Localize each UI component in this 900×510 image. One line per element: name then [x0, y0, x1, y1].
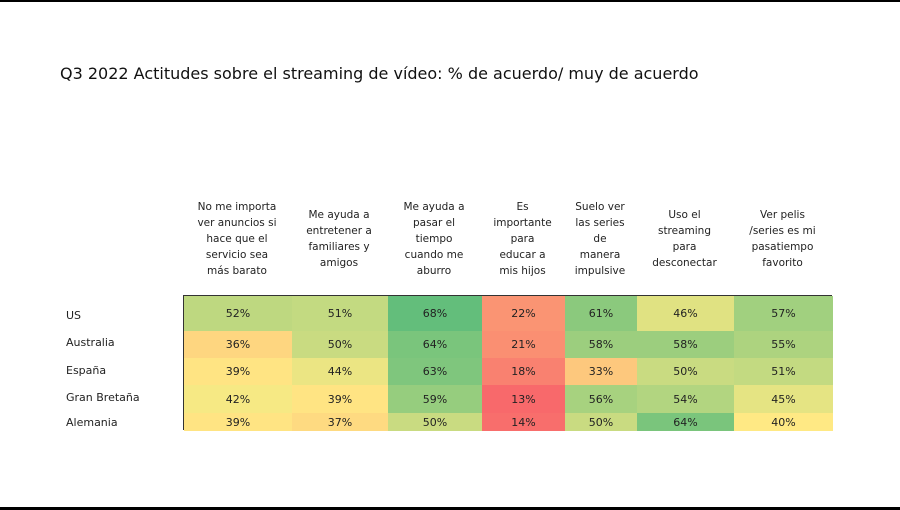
heatmap-cell: 46% [637, 296, 734, 331]
row-label: Australia [66, 336, 115, 349]
heatmap-cell: 56% [565, 385, 637, 413]
column-header: Uso el streaming para desconectar [636, 196, 733, 282]
column-header-line: Me ayuda a [403, 201, 465, 213]
column-header-line: Suelo ver [575, 201, 625, 213]
column-header-line: para [510, 233, 535, 245]
heatmap-grid: 52% 51% 68% 22% 61% 46% 57% 36% 50% 64% 21% 58% 58% 5… [183, 295, 833, 431]
column-header-line: No me importa [197, 201, 277, 213]
column-header-line: Ver pelis [760, 209, 805, 221]
heatmap-cell: 39% [184, 358, 292, 385]
row-label: Gran Bretaña [66, 391, 140, 404]
column-header-line: ver anuncios si [197, 217, 277, 229]
top-border [0, 0, 900, 2]
chart-title: Q3 2022 Actitudes sobre el streaming de … [60, 64, 699, 83]
heatmap-cell: 59% [388, 385, 482, 413]
column-header-line: Uso el [668, 209, 701, 221]
heatmap-cell: 52% [184, 296, 292, 331]
column-header-line: las series [575, 217, 625, 229]
column-header-line: tiempo [415, 233, 453, 245]
column-header-line: aburro [416, 265, 452, 277]
heatmap-cell: 40% [734, 413, 833, 431]
heatmap-cell: 50% [565, 413, 637, 431]
column-header: Me ayuda a pasar el tiempo cuando me aburro [387, 196, 481, 282]
column-header-line: para [672, 241, 697, 253]
column-header-line: desconectar [652, 257, 717, 269]
heatmap-cell: 42% [184, 385, 292, 413]
column-header-line: Me ayuda a [308, 209, 370, 221]
heatmap-cell: 44% [292, 358, 388, 385]
heatmap-cell: 58% [637, 331, 734, 358]
heatmap-cell: 51% [292, 296, 388, 331]
column-header-line: manera [579, 249, 621, 261]
column-header-line: hace que el [206, 233, 268, 245]
heatmap-cell: 39% [292, 385, 388, 413]
column-header-line: impulsive [574, 265, 626, 277]
heatmap-cell: 61% [565, 296, 637, 331]
column-header-line: cuando me [404, 249, 464, 261]
column-header-line: mis hijos [499, 265, 546, 277]
heatmap-cell: 55% [734, 331, 833, 358]
column-header-line: entretener a [306, 225, 372, 237]
bottom-border [0, 507, 900, 510]
column-header: Suelo ver las series de manera impulsive [564, 196, 636, 282]
heatmap-cell: 57% [734, 296, 833, 331]
heatmap-cell: 68% [388, 296, 482, 331]
column-header-line: importante [493, 217, 552, 229]
column-header-line: streaming [657, 225, 712, 237]
column-header-line: Es [516, 201, 529, 213]
heatmap-cell: 21% [482, 331, 565, 358]
column-header: Ver pelis/series es mi pasatiempo favorito [733, 196, 832, 282]
heatmap-cell: 33% [565, 358, 637, 385]
heatmap-cell: 18% [482, 358, 565, 385]
row-label: Alemania [66, 416, 118, 429]
row-label: US [66, 309, 82, 322]
heatmap-cell: 54% [637, 385, 734, 413]
heatmap-cell: 50% [388, 413, 482, 431]
heatmap-cell: 39% [184, 413, 292, 431]
column-header-line: más barato [207, 265, 267, 277]
heatmap-cell: 45% [734, 385, 833, 413]
heatmap-cell: 50% [637, 358, 734, 385]
column-header-line: amigos [319, 257, 359, 269]
column-header: No me importa ver anuncios si hace que el s… [183, 196, 291, 282]
heatmap-cell: 63% [388, 358, 482, 385]
column-header-line: de [593, 233, 607, 245]
column-header: Me ayuda a entretener a familiares y amigos [291, 196, 387, 282]
heatmap-cell: 37% [292, 413, 388, 431]
column-header-line: servicio sea [205, 249, 269, 261]
heatmap-cell: 14% [482, 413, 565, 431]
heatmap-cell: 64% [637, 413, 734, 431]
column-header-line: favorito [762, 257, 803, 269]
heatmap-cell: 50% [292, 331, 388, 358]
column-header-line: familiares y [308, 241, 370, 253]
heatmap-cell: 58% [565, 331, 637, 358]
heatmap-cell: 51% [734, 358, 833, 385]
heatmap-cell: 36% [184, 331, 292, 358]
heatmap-cell: 64% [388, 331, 482, 358]
column-header-line: pasar el [412, 217, 456, 229]
column-header-line: educar a [499, 249, 546, 261]
row-label: España [66, 364, 107, 377]
heatmap-cell: 22% [482, 296, 565, 331]
column-header-line: pasatiempo [751, 241, 814, 253]
column-header: Es importante para educar a mis hijos [481, 196, 564, 282]
column-header-line: /series es mi [749, 225, 816, 237]
heatmap-cell: 13% [482, 385, 565, 413]
